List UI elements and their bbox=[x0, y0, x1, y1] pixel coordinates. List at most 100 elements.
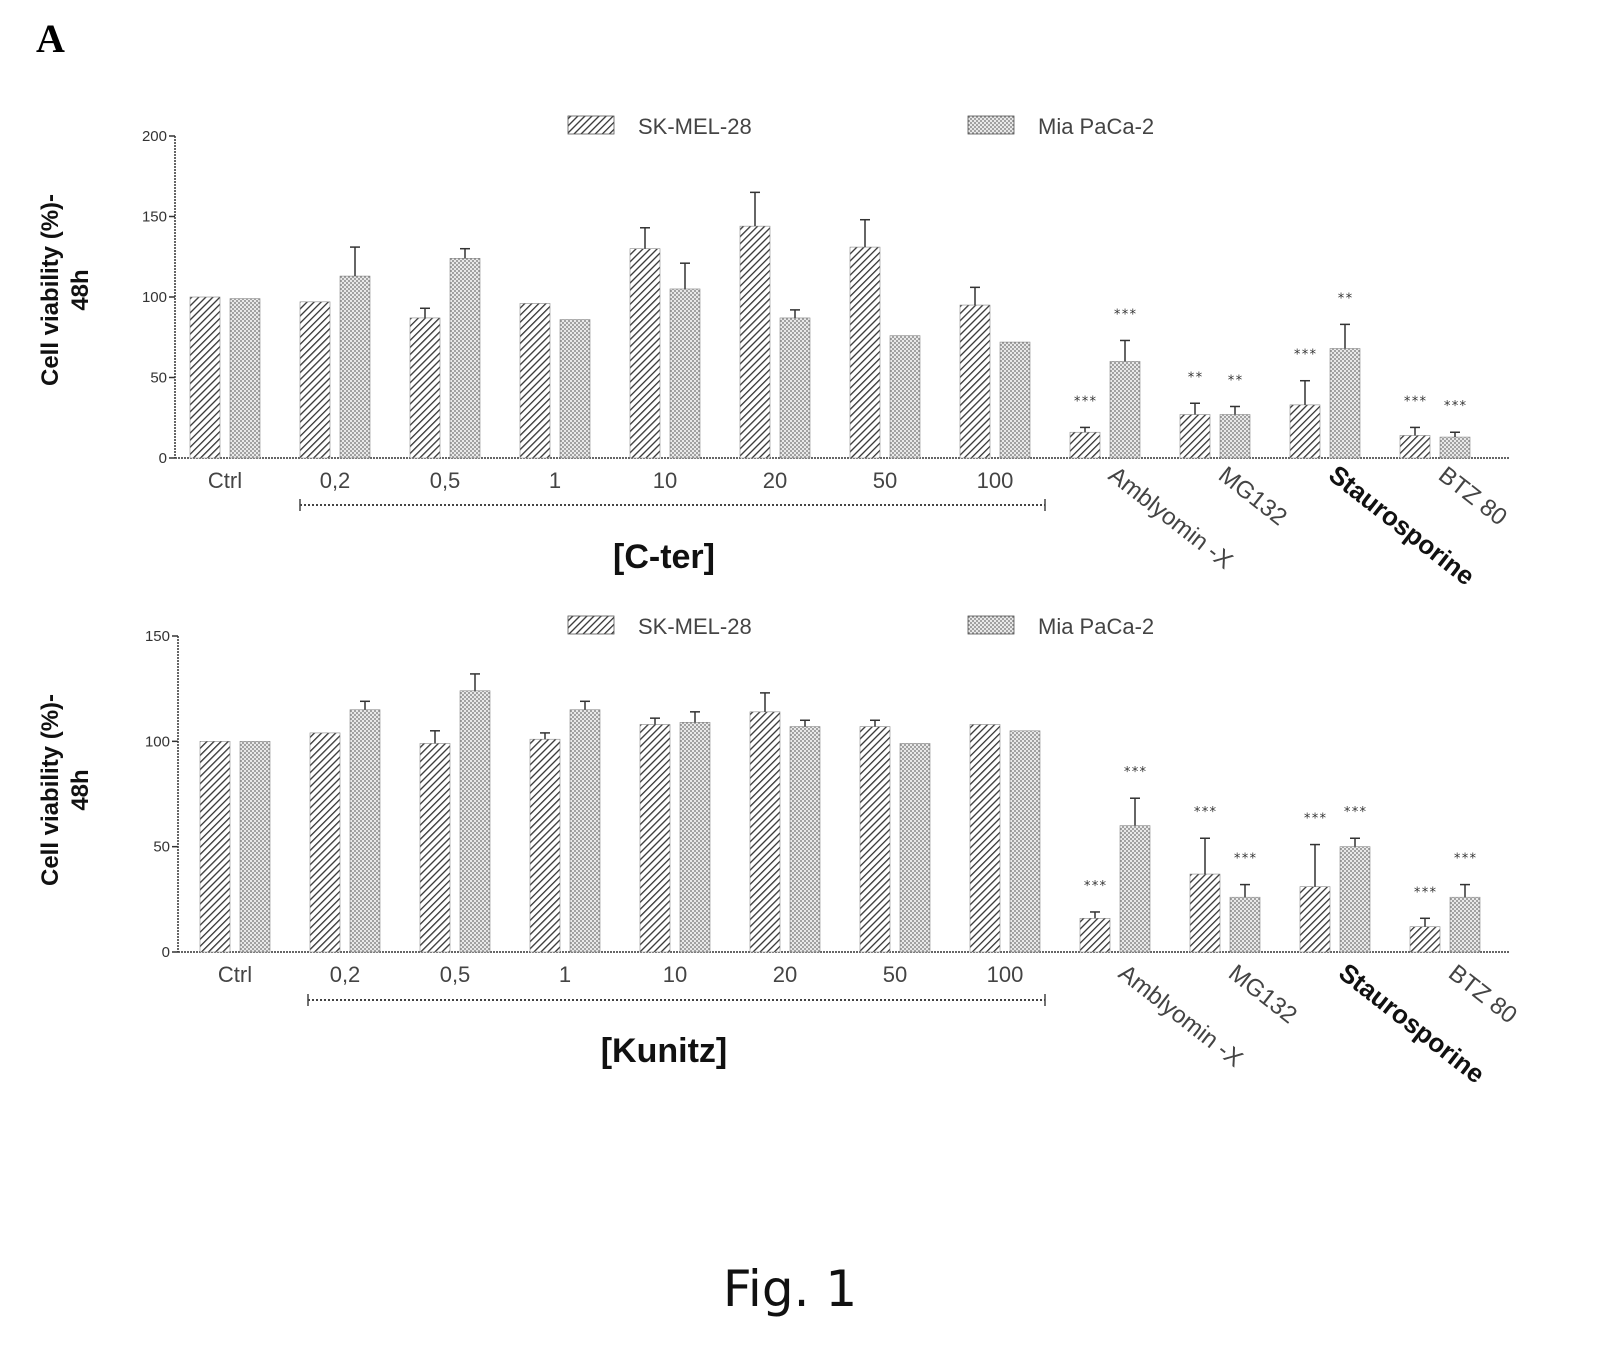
bar bbox=[1289, 404, 1321, 459]
bar bbox=[229, 298, 261, 459]
x-tick-label: Ctrl bbox=[218, 962, 252, 987]
y-tick-label: 0 bbox=[159, 450, 167, 467]
significance-marker: *** bbox=[1233, 852, 1256, 867]
bar bbox=[239, 741, 271, 953]
bar bbox=[1109, 361, 1141, 459]
legend-swatch bbox=[567, 615, 615, 635]
x-tick-label: BTZ 80 bbox=[1443, 959, 1522, 1029]
bar bbox=[1439, 436, 1471, 459]
legend-label: Mia PaCa-2 bbox=[1038, 114, 1154, 139]
x-tick-label: 50 bbox=[873, 468, 897, 493]
y-axis-label-line: Cell viability (%)- bbox=[37, 694, 64, 886]
bar bbox=[999, 341, 1031, 459]
bar bbox=[629, 248, 661, 459]
bar bbox=[1229, 896, 1261, 953]
significance-marker: *** bbox=[1303, 812, 1326, 827]
significance-marker: *** bbox=[1193, 805, 1216, 820]
significance-marker: *** bbox=[1403, 394, 1426, 409]
bar bbox=[1179, 414, 1211, 459]
bar bbox=[559, 319, 591, 459]
x-tick-label: 1 bbox=[549, 468, 561, 493]
x-tick-label: 20 bbox=[763, 468, 787, 493]
legend-label: SK-MEL-28 bbox=[638, 114, 752, 139]
bar bbox=[339, 275, 371, 459]
x-tick-label: MG132 bbox=[1213, 461, 1292, 531]
y-axis-label-line: 48h bbox=[67, 269, 94, 310]
bar bbox=[1339, 846, 1371, 953]
x-tick-label: Ctrl bbox=[208, 468, 242, 493]
x-tick-label: 100 bbox=[987, 962, 1024, 987]
bar bbox=[199, 741, 231, 953]
x-tick-label: 0,5 bbox=[440, 962, 471, 987]
x-tick-label: 50 bbox=[883, 962, 907, 987]
legend-swatch bbox=[967, 615, 1015, 635]
legend-label: Mia PaCa-2 bbox=[1038, 614, 1154, 639]
x-tick-label: 0,5 bbox=[430, 468, 461, 493]
bar bbox=[899, 743, 931, 953]
bar bbox=[739, 225, 771, 459]
y-tick-label: 100 bbox=[142, 289, 167, 306]
legend-swatch bbox=[967, 115, 1015, 135]
bar bbox=[299, 301, 331, 459]
bar bbox=[789, 726, 821, 953]
bar bbox=[1009, 730, 1041, 953]
significance-marker: *** bbox=[1453, 852, 1476, 867]
significance-marker: *** bbox=[1443, 399, 1466, 414]
y-tick-label: 50 bbox=[150, 370, 167, 387]
bar bbox=[849, 246, 881, 459]
y-axis-label: Cell viability (%)- 48h bbox=[37, 694, 94, 886]
significance-marker: ** bbox=[1187, 370, 1203, 385]
y-tick-label: 0 bbox=[162, 944, 170, 961]
x-tick-label: BTZ 80 bbox=[1433, 461, 1512, 531]
x-tick-label: 1 bbox=[559, 962, 571, 987]
y-axis-label: Cell viability (%)- 48h bbox=[37, 194, 94, 386]
bar bbox=[459, 690, 491, 953]
significance-marker: ** bbox=[1227, 373, 1243, 388]
y-tick-label: 150 bbox=[142, 209, 167, 226]
significance-marker: *** bbox=[1123, 765, 1146, 780]
significance-marker: *** bbox=[1113, 307, 1136, 322]
bar bbox=[1399, 435, 1431, 459]
bar bbox=[959, 304, 991, 459]
bar bbox=[529, 738, 561, 953]
bar bbox=[449, 258, 481, 459]
y-axis-label-line: 48h bbox=[67, 769, 94, 810]
x-tick-label: 10 bbox=[663, 962, 687, 987]
bar bbox=[349, 709, 381, 953]
bar bbox=[749, 711, 781, 953]
y-tick-label: 50 bbox=[153, 839, 170, 856]
bar bbox=[969, 724, 1001, 953]
bar bbox=[309, 732, 341, 953]
significance-marker: *** bbox=[1083, 879, 1106, 894]
legend-label: SK-MEL-28 bbox=[638, 614, 752, 639]
bar bbox=[779, 317, 811, 459]
bar bbox=[1069, 431, 1101, 459]
bar bbox=[1299, 886, 1331, 953]
bar bbox=[409, 317, 441, 459]
bar bbox=[1119, 825, 1151, 953]
significance-marker: *** bbox=[1073, 394, 1096, 409]
legend-swatch bbox=[567, 115, 615, 135]
bar bbox=[669, 288, 701, 459]
x-tick-label: 100 bbox=[977, 468, 1014, 493]
y-axis-label-line: Cell viability (%)- bbox=[37, 194, 64, 386]
bar bbox=[1449, 896, 1481, 953]
group-label: [C-ter] bbox=[613, 538, 715, 576]
x-tick-label: 0,2 bbox=[330, 962, 361, 987]
significance-marker: *** bbox=[1413, 885, 1436, 900]
y-tick-label: 200 bbox=[142, 128, 167, 145]
bar bbox=[419, 743, 451, 953]
bar bbox=[679, 722, 711, 953]
x-tick-label: 0,2 bbox=[320, 468, 351, 493]
bar bbox=[519, 303, 551, 459]
bar bbox=[1329, 348, 1361, 459]
bar bbox=[639, 724, 671, 953]
group-label: [Kunitz] bbox=[601, 1032, 728, 1070]
bar bbox=[1219, 414, 1251, 459]
panel-letter: A bbox=[36, 16, 65, 61]
significance-marker: *** bbox=[1343, 805, 1366, 820]
y-tick-label: 150 bbox=[145, 628, 170, 645]
